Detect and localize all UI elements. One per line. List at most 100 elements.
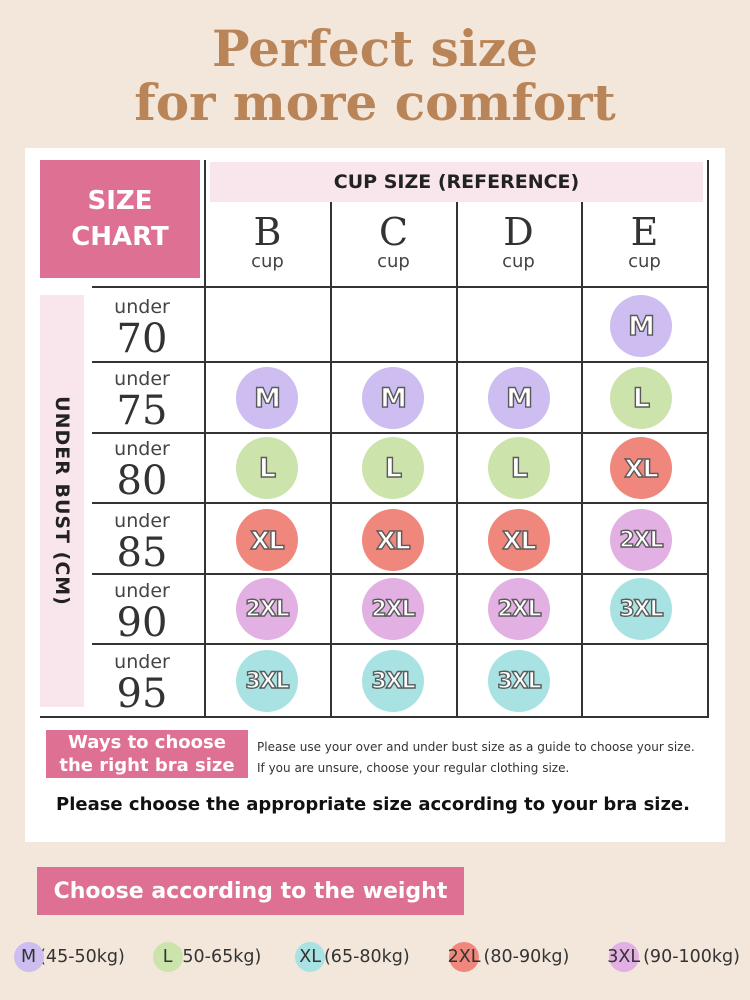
under-word: under xyxy=(114,510,170,532)
size-dot: L xyxy=(162,941,174,973)
band-number: 85 xyxy=(116,530,168,576)
weight-legend-item: L (50-65kg) xyxy=(162,941,262,973)
grid-line xyxy=(92,643,708,645)
size-badge: L xyxy=(236,437,298,499)
size-dot: M xyxy=(20,941,37,973)
under-word: under xyxy=(114,296,170,318)
row-label-90: under 90 xyxy=(92,580,192,644)
legend-range: (80-90kg) xyxy=(483,947,570,967)
size-chart-title-line-1: SIZE xyxy=(87,186,153,216)
ways-text-line-1: Please use your over and under bust size… xyxy=(257,740,695,754)
headline-line-2: for more comfort xyxy=(134,73,616,132)
weight-legend-item: 3XL (90-100kg) xyxy=(606,941,740,973)
size-dot: 3XL xyxy=(606,941,641,973)
cup-letter: D xyxy=(503,210,534,254)
cup-word: cup xyxy=(628,251,661,272)
size-badge: XL xyxy=(362,509,424,571)
grid-line xyxy=(456,202,458,718)
band-number: 75 xyxy=(116,388,168,434)
legend-range: (50-65kg) xyxy=(175,947,262,967)
ways-title-line-1: Ways to choose xyxy=(68,732,226,753)
cup-column-e: E cup xyxy=(582,212,707,272)
legend-range: (65-80kg) xyxy=(323,947,410,967)
cup-word: cup xyxy=(377,251,410,272)
grid-line xyxy=(92,286,708,288)
band-number: 80 xyxy=(116,458,168,504)
size-badge: 3XL xyxy=(488,650,550,712)
grid-line xyxy=(204,160,206,718)
grid-line xyxy=(92,361,708,363)
grid-line xyxy=(330,202,332,718)
legend-size: 2XL xyxy=(447,947,481,967)
headline: Perfect size for more comfort xyxy=(0,22,750,130)
headline-line-1: Perfect size xyxy=(211,19,539,78)
grid-line xyxy=(581,202,583,718)
weight-legend: M (45-50kg) L (50-65kg) XL (65-80kg) 2XL… xyxy=(20,940,740,974)
legend-range: (90-100kg) xyxy=(643,947,740,967)
size-badge: XL xyxy=(236,509,298,571)
size-badge: M xyxy=(488,367,550,429)
cup-column-b: B cup xyxy=(205,212,330,272)
choose-by-weight-banner: Choose according to the weight xyxy=(37,867,464,915)
under-word: under xyxy=(114,580,170,602)
ways-to-choose-box: Ways to choose the right bra size xyxy=(46,730,248,778)
legend-size: M xyxy=(21,947,37,967)
size-badge: 3XL xyxy=(610,578,672,640)
size-dot: 2XL xyxy=(447,941,482,973)
size-instruction: Please choose the appropriate size accor… xyxy=(56,794,690,815)
cup-letter: C xyxy=(378,210,409,254)
row-label-80: under 80 xyxy=(92,438,192,502)
ways-text-line-2: If you are unsure, choose your regular c… xyxy=(257,761,570,775)
cup-letter: E xyxy=(630,210,659,254)
row-label-70: under 70 xyxy=(92,296,192,360)
size-badge: L xyxy=(610,367,672,429)
grid-line xyxy=(707,160,709,718)
legend-range: (45-50kg) xyxy=(39,947,125,967)
under-bust-band xyxy=(40,295,84,707)
size-badge: L xyxy=(362,437,424,499)
legend-size: XL xyxy=(299,947,321,967)
under-word: under xyxy=(114,368,170,390)
row-label-95: under 95 xyxy=(92,651,192,715)
under-bust-label: UNDER BUST (CM) xyxy=(51,396,73,606)
size-dot: XL xyxy=(298,941,322,973)
size-chart-title-line-2: CHART xyxy=(71,222,169,252)
legend-size: L xyxy=(162,947,173,967)
under-word: under xyxy=(114,438,170,460)
size-badge: 3XL xyxy=(362,650,424,712)
row-label-75: under 75 xyxy=(92,368,192,432)
cup-column-c: C cup xyxy=(331,212,456,272)
size-badge: 2XL xyxy=(236,578,298,640)
row-label-85: under 85 xyxy=(92,510,192,574)
ways-guide-text: Please use your over and under bust size… xyxy=(257,737,695,779)
band-number: 95 xyxy=(116,671,168,717)
size-badge: L xyxy=(488,437,550,499)
cup-word: cup xyxy=(251,251,284,272)
size-badge: 2XL xyxy=(488,578,550,640)
size-badge: 2XL xyxy=(610,509,672,571)
grid-line xyxy=(40,716,708,718)
cup-letter: B xyxy=(253,210,282,254)
cup-word: cup xyxy=(502,251,535,272)
band-number: 90 xyxy=(116,600,168,646)
legend-size: 3XL xyxy=(607,947,641,967)
grid-line xyxy=(92,432,708,434)
grid-line xyxy=(92,573,708,575)
grid-line xyxy=(92,502,708,504)
ways-title-line-2: the right bra size xyxy=(59,755,235,776)
band-number: 70 xyxy=(116,316,168,362)
cup-size-header: CUP SIZE (REFERENCE) xyxy=(210,162,703,202)
size-chart-title: SIZE CHART xyxy=(40,160,200,278)
size-badge: M xyxy=(236,367,298,429)
weight-legend-item: M (45-50kg) xyxy=(20,941,125,973)
under-word: under xyxy=(114,651,170,673)
size-badge: M xyxy=(610,295,672,357)
weight-legend-item: 2XL (80-90kg) xyxy=(447,941,570,973)
size-badge: XL xyxy=(610,437,672,499)
cup-column-d: D cup xyxy=(456,212,581,272)
size-badge: 3XL xyxy=(236,650,298,712)
size-badge: XL xyxy=(488,509,550,571)
size-badge: 2XL xyxy=(362,578,424,640)
weight-legend-item: XL (65-80kg) xyxy=(298,941,410,973)
size-badge: M xyxy=(362,367,424,429)
